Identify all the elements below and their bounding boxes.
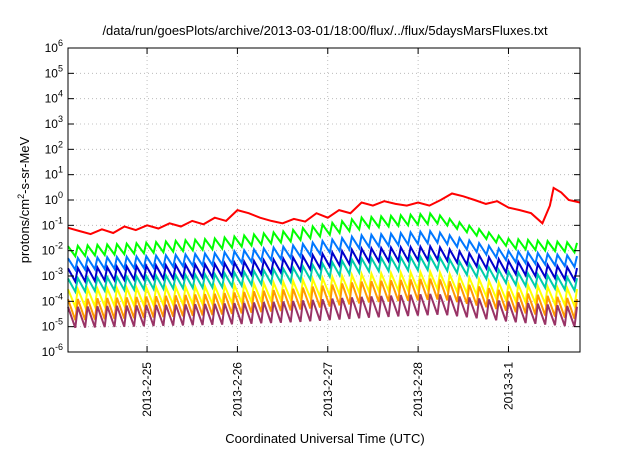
y-tick-label: 102 bbox=[45, 139, 63, 156]
y-tick-label: 100 bbox=[45, 190, 63, 207]
series-line-5 bbox=[67, 253, 578, 295]
series-line-4 bbox=[67, 243, 578, 285]
x-tick-label: 2013-2-25 bbox=[140, 362, 154, 417]
series-line-6 bbox=[67, 267, 578, 311]
data-series-group bbox=[67, 186, 581, 329]
series-line-8 bbox=[67, 293, 578, 329]
y-tick-label: 10-3 bbox=[42, 266, 63, 283]
x-axis-label: Coordinated Universal Time (UTC) bbox=[225, 431, 424, 446]
y-tick-label: 104 bbox=[45, 89, 63, 106]
y-tick-label: 10-4 bbox=[42, 291, 63, 308]
chart-title: /data/run/goesPlots/archive/2013-03-01/1… bbox=[102, 23, 548, 38]
y-tick-label: 105 bbox=[45, 63, 63, 80]
y-axis-label: protons/cm2-s-sr-MeV bbox=[16, 136, 32, 263]
y-tick-label: 101 bbox=[45, 165, 63, 182]
x-tick-label: 2013-3-1 bbox=[501, 362, 515, 410]
axes: 106 105 104 103 102 101 100 10-1 10-2 10-3 10-4 10-… bbox=[42, 38, 581, 417]
x-tick-label: 2013-2-27 bbox=[321, 362, 335, 417]
plot-frame bbox=[67, 47, 581, 353]
y-tick-label: 103 bbox=[45, 114, 63, 131]
series-line-2 bbox=[67, 211, 578, 259]
y-tick-label: 106 bbox=[45, 38, 63, 55]
x-tick-label: 2013-2-28 bbox=[411, 362, 425, 417]
series-line-7 bbox=[67, 278, 578, 321]
series-line-3 bbox=[67, 228, 578, 273]
y-tick-label: 10-6 bbox=[42, 342, 63, 359]
y-tick-label: 10-5 bbox=[42, 317, 63, 334]
x-tick-label: 2013-2-26 bbox=[230, 362, 244, 417]
y-tick-label: 10-2 bbox=[42, 241, 63, 258]
series-line-1 bbox=[67, 186, 581, 236]
y-tick-label: 10-1 bbox=[42, 215, 63, 232]
